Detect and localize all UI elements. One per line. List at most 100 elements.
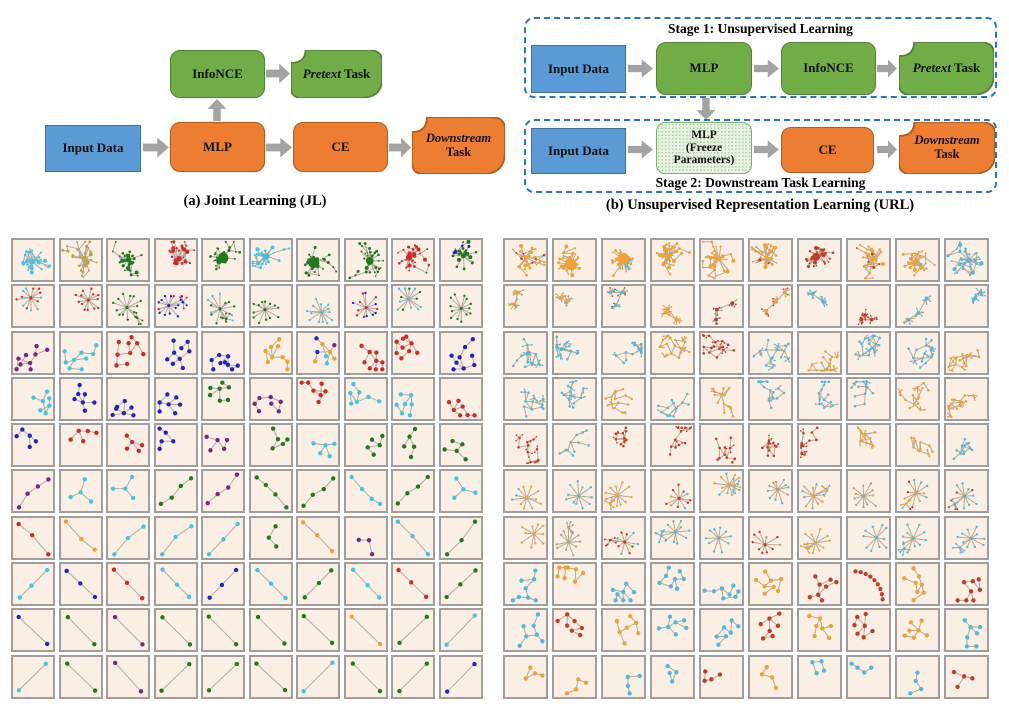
graph-cell [106, 515, 150, 560]
diagram-url: Stage 1: Unsupervised Learning Input Dat… [505, 0, 1009, 230]
ce-box-a: CE [293, 122, 388, 172]
graph-cell [699, 284, 744, 329]
graph-cell [748, 376, 793, 421]
graph-cell [296, 376, 340, 421]
arrow-up-icon [206, 99, 228, 121]
graph-cell [797, 562, 842, 607]
graph-cell [846, 608, 891, 653]
graph-cell [343, 423, 388, 468]
graph-cell [248, 376, 293, 421]
graph-cell [343, 562, 388, 607]
graph-cell [153, 376, 198, 421]
graph-cell [503, 238, 548, 282]
graph-cell [797, 330, 842, 375]
graph-cell [650, 238, 695, 282]
graph-cell [106, 284, 150, 329]
infonce-box-b: InfoNCE [781, 42, 876, 95]
graph-cell [201, 654, 245, 699]
graph-cell [58, 376, 103, 421]
graph-cell [438, 376, 483, 421]
graph-cell [846, 562, 891, 607]
graph-cell [895, 376, 940, 421]
graph-cell [650, 562, 695, 607]
graph-cell [846, 469, 891, 514]
downstream-task-box-b: Downstream Task [899, 122, 995, 174]
graph-cell [552, 469, 597, 514]
graph-cell [343, 376, 388, 421]
graph-cell [503, 469, 548, 514]
graph-cell [503, 654, 548, 699]
graph-cell [201, 423, 245, 468]
graph-cell [153, 654, 198, 699]
graph-cell [296, 654, 340, 699]
graph-cell [438, 654, 483, 699]
graph-cell [153, 562, 198, 607]
caption-a: (a) Joint Learning (JL) [183, 193, 327, 209]
mlp-box-b1: MLP [656, 42, 752, 95]
graph-cell [552, 330, 597, 375]
graph-cell [650, 515, 695, 560]
pretext-task-box-b: Pretext Task [899, 42, 994, 95]
graph-cell [699, 238, 744, 282]
graph-cell [201, 562, 245, 607]
graph-cell [944, 423, 989, 468]
caption-b: (b) Unsupervised Representation Learning… [605, 197, 915, 213]
graph-cell [503, 562, 548, 607]
graph-cell [438, 608, 483, 653]
graph-cell [296, 608, 340, 653]
graph-cell [699, 608, 744, 653]
graph-cell [153, 608, 198, 653]
graph-cell [895, 654, 940, 699]
graph-cell [343, 238, 388, 282]
graph-cell [11, 654, 55, 699]
graph-cell [503, 376, 548, 421]
graph-cell [201, 376, 245, 421]
graph-cell [248, 423, 293, 468]
graph-cell [552, 423, 597, 468]
downstream-label-a: Downstream [425, 130, 492, 145]
graph-cell [391, 654, 435, 699]
graph-cell [650, 284, 695, 329]
graph-cell [846, 654, 891, 699]
graph-cell [503, 330, 548, 375]
graph-cell [438, 562, 483, 607]
graph-cell [296, 238, 340, 282]
graph-cell [650, 330, 695, 375]
graph-cell [438, 469, 483, 514]
graph-cell [106, 654, 150, 699]
graph-cell [438, 330, 483, 375]
graph-cell [58, 284, 103, 329]
graph-cell [248, 330, 293, 375]
stage1-label: Stage 1: Unsupervised Learning [668, 21, 853, 36]
graph-cell [296, 469, 340, 514]
graph-cell [11, 469, 55, 514]
graph-cell [601, 562, 646, 607]
graph-cell [106, 423, 150, 468]
graph-cell [552, 284, 597, 329]
graph-cell [153, 423, 198, 468]
graph-cell [748, 562, 793, 607]
graph-cell [248, 515, 293, 560]
task-shape [412, 117, 505, 174]
mlp-freeze-box: MLP (Freeze Parameters) [656, 122, 752, 174]
graph-cell [391, 423, 435, 468]
graph-cell [153, 284, 198, 329]
mlp-label-a: MLP [203, 138, 232, 154]
stage2-label: Stage 2: Downstream Task Learning [655, 175, 866, 190]
graph-cell [748, 330, 793, 375]
graph-cell [552, 515, 597, 560]
graph-cell [391, 238, 435, 282]
graph-cell [58, 654, 103, 699]
infonce-label-a: InfoNCE [192, 65, 243, 81]
graph-cell [58, 238, 103, 282]
graph-grid-right [503, 238, 989, 699]
stage2-dashed-box [524, 119, 997, 193]
graph-cell [797, 376, 842, 421]
graph-cell [650, 608, 695, 653]
graph-cell [797, 515, 842, 560]
graph-cell [552, 238, 597, 282]
input-data-box-b1: Input Data [531, 45, 626, 93]
pretext-label-a: Pretext [302, 65, 341, 81]
graph-cell [296, 423, 340, 468]
graph-cell [895, 608, 940, 653]
